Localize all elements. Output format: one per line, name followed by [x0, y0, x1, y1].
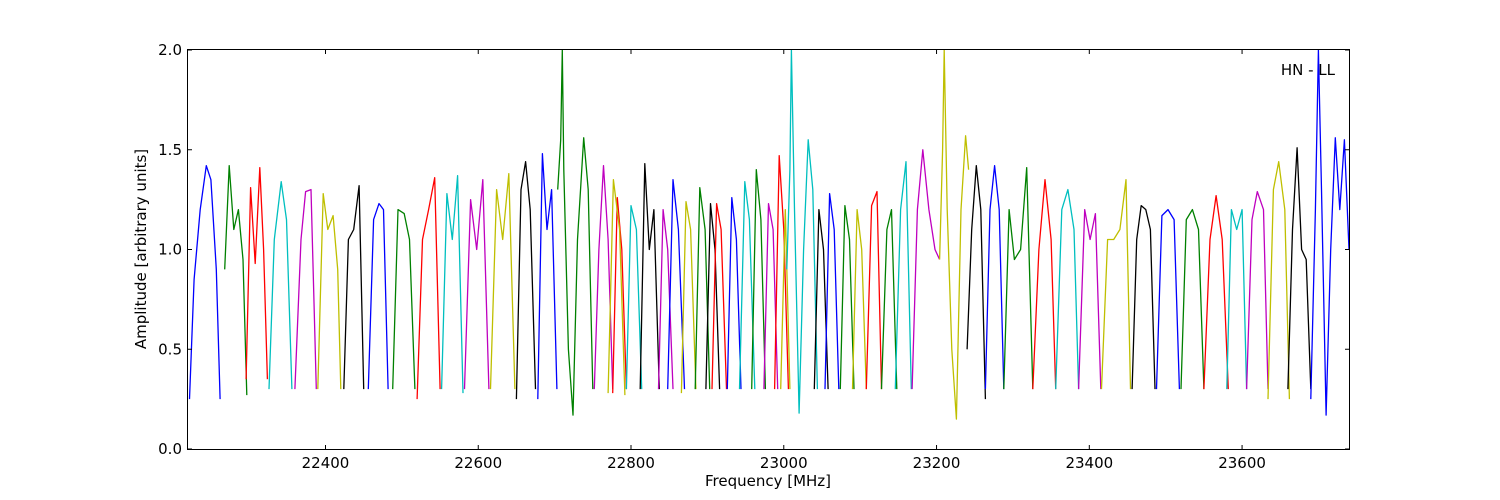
x-tick-label: 23200 — [913, 454, 961, 472]
y-tick-label: 2.0 — [158, 41, 182, 59]
series-line-30 — [751, 169, 767, 390]
y-tick-label: 0.5 — [158, 340, 182, 358]
series-line-5 — [294, 188, 317, 390]
x-tick-label: 23400 — [1065, 454, 1113, 472]
series-line-4 — [268, 181, 293, 390]
series-line-58 — [1287, 147, 1312, 390]
series-line-37 — [839, 204, 855, 390]
series-line-32 — [773, 155, 790, 390]
series-line-17 — [593, 165, 614, 390]
series-line-51 — [1131, 204, 1156, 390]
series-line-41 — [894, 161, 912, 390]
series-line-43 — [938, 50, 970, 420]
series-line-12 — [463, 179, 490, 390]
x-tick-label: 23000 — [760, 454, 808, 472]
x-axis-label: Frequency [MHz] — [705, 472, 831, 490]
series-line-36 — [824, 192, 840, 390]
y-tick-label: 0.0 — [158, 440, 182, 458]
series-line-39 — [865, 190, 883, 390]
spectrum-series — [188, 50, 1349, 420]
series-line-40 — [880, 208, 898, 390]
series-line-10 — [416, 177, 441, 400]
series-line-29 — [738, 181, 756, 390]
series-line-15 — [537, 153, 558, 400]
y-axis-label: Amplitude [arbitrary units] — [132, 149, 150, 349]
series-line-55 — [1226, 208, 1248, 390]
series-line-14 — [515, 161, 537, 400]
series-line-53 — [1180, 208, 1205, 390]
y-tick-label: 1.5 — [158, 141, 182, 159]
series-line-28 — [726, 196, 742, 390]
chart-annotation: HN - LL — [1281, 61, 1336, 79]
series-line-45 — [984, 165, 1005, 390]
series-line-27 — [711, 202, 728, 390]
series-line-21 — [639, 163, 660, 390]
series-line-16 — [557, 50, 594, 416]
series-line-56 — [1245, 190, 1269, 390]
series-line-31 — [763, 202, 779, 390]
series-line-7 — [343, 185, 365, 390]
series-line-35 — [813, 208, 829, 390]
series-line-26 — [705, 202, 721, 390]
series-line-57 — [1267, 161, 1291, 400]
series-line-52 — [1155, 208, 1181, 390]
series-line-34 — [786, 50, 819, 414]
x-tick-label: 22400 — [302, 454, 350, 472]
series-line-54 — [1203, 194, 1229, 390]
series-line-11 — [440, 175, 464, 394]
y-tick-label: 1.0 — [158, 241, 182, 259]
series-line-20 — [625, 204, 643, 390]
series-line-13 — [489, 173, 516, 390]
series-line-6 — [317, 192, 342, 390]
x-tick-label: 22600 — [454, 454, 502, 472]
x-tick-label: 23600 — [1218, 454, 1266, 472]
series-line-42 — [911, 149, 941, 390]
series-line-3 — [245, 167, 269, 380]
series-line-38 — [851, 208, 867, 390]
series-line-44 — [966, 165, 987, 400]
x-tick-label: 22800 — [607, 454, 655, 472]
series-line-48 — [1055, 188, 1080, 390]
series-line-24 — [680, 200, 697, 394]
series-line-19 — [607, 179, 626, 396]
axis-ticks: 22400 22600 22800 23000 23200 23400 23600 0.0 0.… — [158, 41, 1349, 472]
series-line-23 — [667, 179, 686, 390]
plot-frame — [187, 49, 1350, 450]
series-line-47 — [1032, 179, 1057, 390]
series-line-8 — [367, 202, 389, 390]
series-line-18 — [612, 196, 628, 394]
series-line-49 — [1077, 208, 1102, 390]
series-line-50 — [1100, 179, 1132, 390]
series-line-22 — [657, 208, 674, 390]
series-line-1 — [188, 165, 221, 400]
series-line-46 — [1003, 167, 1034, 390]
series-line-9 — [392, 208, 416, 390]
series-line-59 — [1310, 50, 1349, 416]
series-line-33 — [780, 208, 791, 390]
series-line-2 — [224, 165, 248, 396]
